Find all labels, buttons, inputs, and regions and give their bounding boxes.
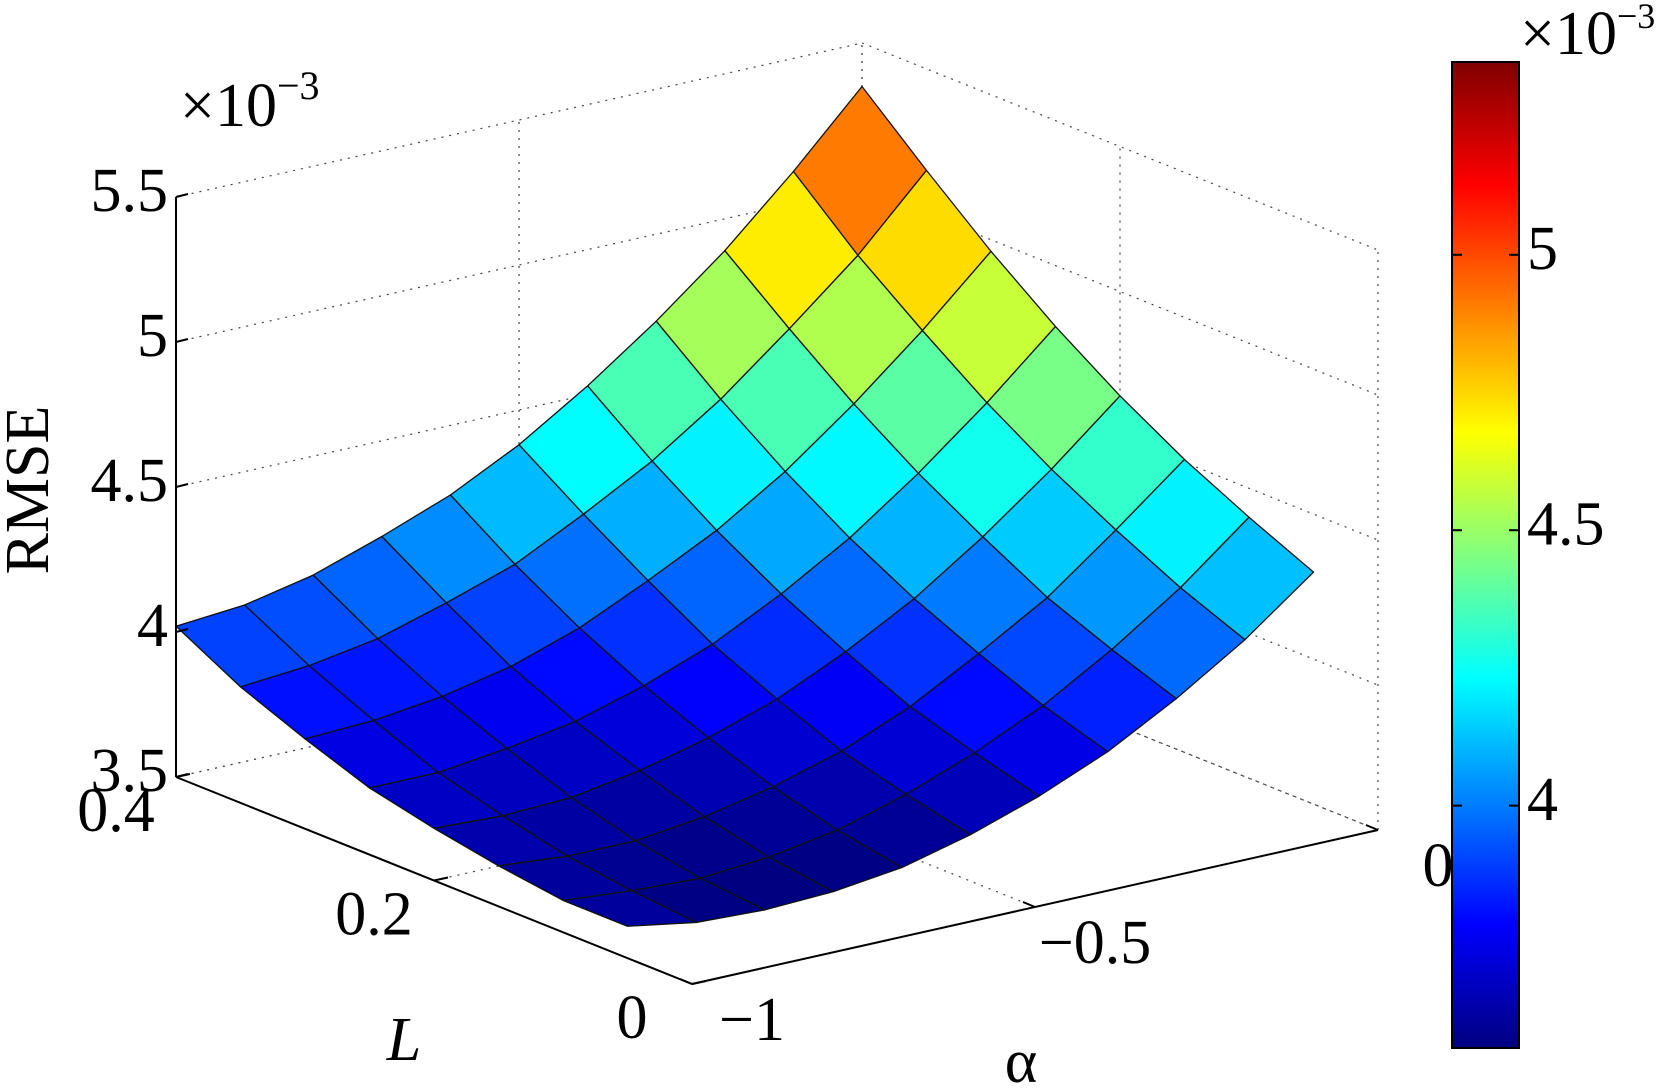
exponent-base: ×10 — [180, 72, 277, 140]
z-tick-label: 5.5 — [91, 157, 169, 225]
y-tick — [175, 773, 191, 778]
exponent-power: −3 — [277, 63, 320, 108]
x-tick-label: −0.5 — [1039, 909, 1151, 977]
z-tick — [175, 628, 189, 633]
z-tick-label: 4.5 — [91, 447, 169, 515]
z-exponent: ×10−3 — [180, 63, 320, 140]
colorbar-tick-label: 4.5 — [1527, 490, 1605, 558]
z-tick-label: 5 — [137, 302, 168, 370]
y-tick — [433, 876, 449, 882]
y-tick — [691, 980, 707, 985]
z-axis-label: RMSE — [0, 406, 62, 575]
x-tick-label: 0 — [1423, 832, 1454, 900]
exponent-base: ×10 — [1520, 0, 1617, 68]
surface-cell — [562, 890, 697, 927]
exponent-power: −3 — [1617, 0, 1655, 36]
y-tick-label: 0.4 — [77, 777, 155, 845]
colorbar — [1451, 61, 1520, 1049]
colorbar-exponent: ×10−3 — [1520, 0, 1655, 68]
z-tick — [175, 193, 189, 198]
grid-line — [175, 42, 863, 198]
y-tick-label: 0 — [617, 984, 648, 1052]
z-tick-label: 3.5 — [91, 737, 169, 805]
z-tick — [175, 483, 189, 488]
colorbar-tick-label: 4 — [1527, 766, 1558, 834]
colorbar-tick-label: 5 — [1527, 215, 1558, 283]
x-tick — [1365, 824, 1379, 831]
z-tick-label: 4 — [137, 592, 168, 660]
axes: 3.5 4 4.5 5 5.5 0 0.2 0.4 −1 −0.5 0 — [77, 157, 1453, 1054]
x-tick-label: −1 — [719, 986, 785, 1054]
surface — [175, 85, 1315, 927]
x-tick — [1022, 901, 1036, 908]
y-axis-label: L — [386, 1006, 421, 1074]
x-axis-label: α — [1005, 1028, 1037, 1092]
x-tick — [679, 978, 693, 985]
z-tick — [175, 338, 189, 343]
y-tick-label: 0.2 — [335, 881, 413, 949]
grid-line — [175, 187, 863, 343]
